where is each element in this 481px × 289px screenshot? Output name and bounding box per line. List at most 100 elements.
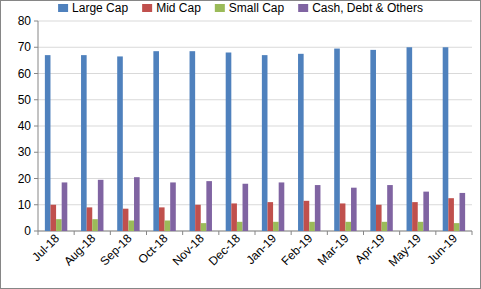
bar bbox=[237, 222, 243, 231]
x-tick bbox=[472, 231, 473, 235]
x-tick-label: Oct-18 bbox=[135, 231, 171, 267]
y-tick-label: 0 bbox=[24, 224, 31, 238]
x-tick-label: Mar-19 bbox=[315, 231, 352, 268]
x-tick-label: Jul-18 bbox=[29, 231, 62, 264]
y-tick bbox=[34, 178, 38, 179]
bar bbox=[407, 47, 413, 231]
legend-swatch bbox=[58, 4, 68, 12]
bar bbox=[195, 205, 201, 231]
bar bbox=[387, 185, 393, 231]
legend-swatch bbox=[215, 4, 225, 12]
bar bbox=[418, 222, 424, 231]
bar bbox=[81, 55, 87, 231]
bar bbox=[454, 223, 460, 231]
bar bbox=[262, 55, 268, 231]
bar bbox=[190, 51, 196, 231]
y-tick bbox=[34, 152, 38, 153]
grid-line bbox=[38, 21, 472, 22]
x-tick bbox=[74, 231, 75, 235]
bar bbox=[50, 205, 56, 231]
bar bbox=[170, 182, 176, 231]
bar bbox=[45, 55, 51, 231]
x-tick bbox=[327, 231, 328, 235]
bar bbox=[309, 222, 315, 231]
x-tick-label: May-19 bbox=[386, 231, 424, 269]
bar bbox=[273, 222, 279, 231]
y-tick-label: 10 bbox=[18, 198, 32, 212]
bar bbox=[423, 192, 429, 231]
bar bbox=[412, 202, 418, 231]
bar bbox=[159, 207, 165, 231]
bar bbox=[128, 221, 134, 232]
bar bbox=[56, 219, 62, 231]
x-tick bbox=[255, 231, 256, 235]
x-tick-label: Nov-18 bbox=[170, 231, 207, 268]
x-tick-label: Jun-19 bbox=[424, 231, 460, 267]
y-tick bbox=[34, 126, 38, 127]
legend-label: Mid Cap bbox=[156, 1, 201, 15]
bar bbox=[243, 184, 249, 231]
bar bbox=[134, 177, 140, 231]
bar bbox=[448, 198, 454, 231]
x-tick bbox=[218, 231, 219, 235]
bar bbox=[376, 205, 382, 231]
legend-label: Large Cap bbox=[72, 1, 128, 15]
x-tick bbox=[182, 231, 183, 235]
y-tick bbox=[34, 204, 38, 205]
legend: Large Cap Mid Cap Small Cap Cash, Debt & Ot… bbox=[58, 1, 423, 15]
chart: 01020304050607080Jul-18Aug-18Sep-18Oct-1… bbox=[0, 0, 481, 289]
y-tick-label: 40 bbox=[18, 119, 32, 133]
x-tick-label: Dec-18 bbox=[206, 231, 243, 268]
y-tick-label: 50 bbox=[18, 93, 32, 107]
y-axis bbox=[38, 21, 39, 231]
bar bbox=[351, 188, 357, 231]
bar bbox=[98, 180, 104, 231]
chart-border bbox=[1, 1, 481, 289]
bar bbox=[92, 219, 98, 231]
x-tick-label: Jan-19 bbox=[243, 231, 279, 267]
legend-label: Small Cap bbox=[229, 1, 285, 15]
bar bbox=[340, 203, 346, 231]
x-tick-label: Sep-18 bbox=[97, 231, 134, 268]
legend-swatch bbox=[142, 4, 152, 12]
bar bbox=[315, 185, 321, 231]
x-tick bbox=[291, 231, 292, 235]
bars bbox=[45, 47, 465, 231]
bar bbox=[443, 47, 449, 231]
bar bbox=[165, 221, 171, 232]
legend-swatch bbox=[298, 4, 308, 12]
bar bbox=[304, 201, 310, 231]
bar bbox=[370, 50, 376, 231]
y-tick bbox=[34, 73, 38, 74]
x-tick bbox=[146, 231, 147, 235]
x-tick bbox=[38, 231, 39, 235]
bar bbox=[201, 223, 207, 231]
bar bbox=[460, 193, 466, 231]
y-tick bbox=[34, 99, 38, 100]
y-tick-label: 20 bbox=[18, 172, 32, 186]
y-tick bbox=[34, 21, 38, 22]
legend-label: Cash, Debt & Others bbox=[312, 1, 423, 15]
bar bbox=[206, 181, 212, 231]
y-tick bbox=[34, 231, 38, 232]
y-tick-label: 80 bbox=[18, 14, 32, 28]
bar bbox=[334, 49, 340, 231]
y-tick-label: 60 bbox=[18, 67, 32, 81]
bar bbox=[87, 207, 93, 231]
y-tick-label: 70 bbox=[18, 40, 32, 54]
bar bbox=[123, 209, 129, 231]
bar bbox=[279, 182, 285, 231]
x-tick bbox=[399, 231, 400, 235]
x-tick-label: Apr-19 bbox=[352, 231, 388, 267]
bar bbox=[267, 202, 273, 231]
bar bbox=[382, 222, 388, 231]
bar bbox=[226, 53, 232, 232]
y-tick bbox=[34, 47, 38, 48]
y-tick-label: 30 bbox=[18, 145, 32, 159]
bar bbox=[62, 182, 68, 231]
bar bbox=[345, 222, 351, 231]
x-tick bbox=[435, 231, 436, 235]
x-tick bbox=[110, 231, 111, 235]
bar bbox=[153, 51, 159, 231]
bar bbox=[298, 54, 304, 231]
